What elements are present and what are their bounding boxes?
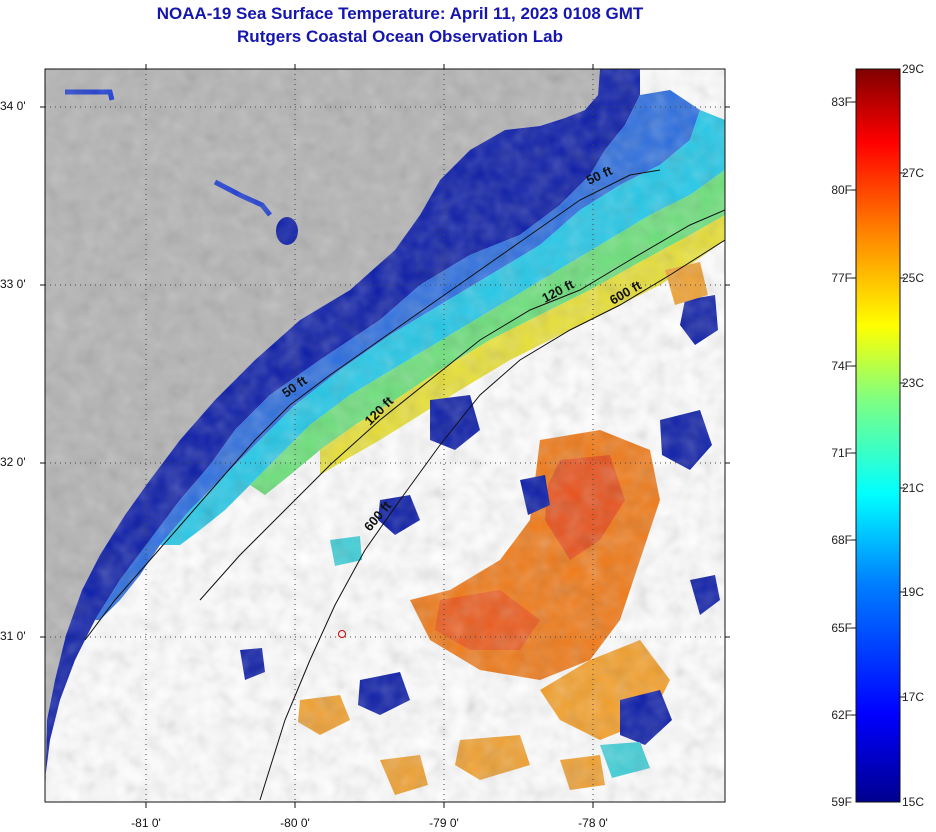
colorbar-label-17c: 17C xyxy=(902,690,925,704)
colorbar-label-15c: 15C xyxy=(902,795,925,809)
colorbar-label-71f: 71F xyxy=(831,446,852,460)
colorbar-label-59f: 59F xyxy=(831,795,852,809)
colorbar-label-29c: 29C xyxy=(902,62,925,76)
lon-label-80: -80 0' xyxy=(280,816,310,830)
colorbar-label-77f: 77F xyxy=(831,271,852,285)
colorbar-label-80f: 80F xyxy=(831,183,852,197)
colorbar-ticks xyxy=(851,101,905,716)
map-title: NOAA-19 Sea Surface Temperature: April 1… xyxy=(156,4,644,23)
lat-label-31: 31 0' xyxy=(0,629,26,643)
colorbar-label-21c: 21C xyxy=(902,481,925,495)
axis-ticks xyxy=(40,64,730,808)
colorbar-label-65f: 65F xyxy=(831,621,852,635)
colorbar-label-19c: 19C xyxy=(902,585,925,599)
colorbar-label-62f: 62F xyxy=(831,708,852,722)
lat-label-34: 34 0' xyxy=(0,99,26,113)
isobath-contours xyxy=(84,169,725,801)
colorbar xyxy=(855,68,901,803)
colorbar-label-74f: 74F xyxy=(831,359,852,373)
map-subtitle: Rutgers Coastal Ocean Observation Lab xyxy=(237,27,563,46)
lon-label-81: -81 0' xyxy=(131,816,161,830)
lon-label-79: -79 0' xyxy=(429,816,459,830)
lat-label-33: 33 0' xyxy=(0,277,26,291)
contour-50ft xyxy=(84,169,661,641)
colorbar-label-23c: 23C xyxy=(902,376,925,390)
lat-label-32: 32 0' xyxy=(0,455,26,469)
colorbar-label-25c: 25C xyxy=(902,271,925,285)
colorbar-label-83f: 83F xyxy=(831,95,852,109)
colorbar-label-27c: 27C xyxy=(902,166,925,180)
lon-label-78: -78 0' xyxy=(578,816,608,830)
colorbar-label-68f: 68F xyxy=(831,533,852,547)
contour-600ft xyxy=(259,239,725,801)
graticule xyxy=(45,69,725,802)
buoy-marker xyxy=(338,630,346,638)
contour-120ft xyxy=(199,209,725,601)
map-frame xyxy=(44,68,726,803)
